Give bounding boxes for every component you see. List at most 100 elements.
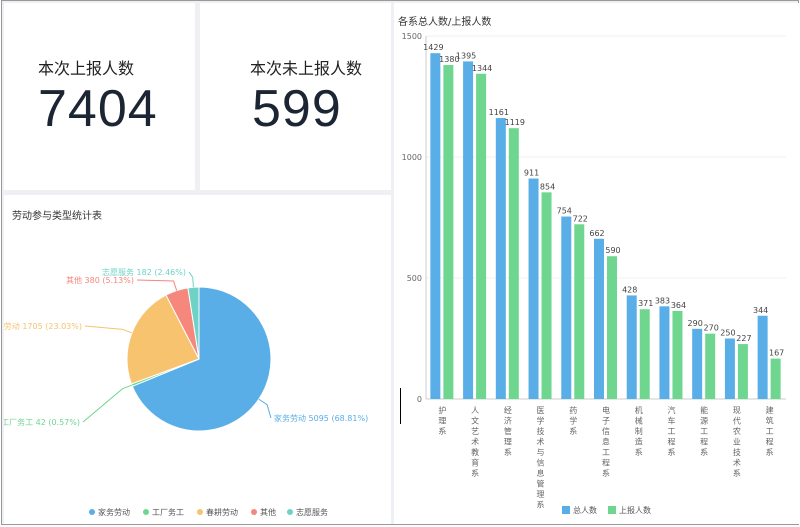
x-tick-label-char: 信 bbox=[537, 458, 545, 468]
x-tick-label-char: 管 bbox=[504, 426, 512, 436]
bar-reported[interactable] bbox=[574, 224, 585, 399]
bar-chart: 05001000150014291380护理系13951344人文艺术教育系11… bbox=[402, 32, 786, 515]
x-tick-label-char: 教 bbox=[471, 447, 479, 457]
bar-total[interactable] bbox=[757, 315, 768, 399]
x-tick-label-char: 系 bbox=[438, 426, 446, 436]
x-tick-label-char: 现 bbox=[733, 406, 741, 415]
unreported-count-value: 599 bbox=[252, 80, 342, 138]
bar-value-label: 428 bbox=[622, 285, 637, 294]
bar-reported[interactable] bbox=[737, 344, 748, 399]
pie-slice-4[interactable] bbox=[187, 286, 200, 360]
legend-item-0[interactable]: 家务劳动 bbox=[98, 507, 130, 517]
x-tick-label-char: 系 bbox=[569, 426, 577, 436]
x-tick-label-char: 程 bbox=[602, 459, 610, 468]
bar-total[interactable] bbox=[528, 178, 539, 399]
pie-label-line bbox=[258, 398, 272, 419]
bar-reported[interactable] bbox=[607, 256, 617, 399]
x-tick-label-char: 术 bbox=[733, 458, 741, 468]
legend-item-1[interactable]: 上报人数 bbox=[619, 505, 651, 515]
bar-total[interactable] bbox=[495, 118, 506, 400]
unreported-count-card: 本次未上报人数 599 bbox=[200, 3, 391, 190]
text-cursor bbox=[400, 388, 401, 424]
bar-value-label: 250 bbox=[720, 329, 735, 338]
legend-item-4[interactable]: 志愿服务 bbox=[296, 507, 328, 517]
reported-count-card: 本次上报人数 7404 bbox=[4, 3, 195, 190]
bar-reported[interactable] bbox=[770, 358, 781, 399]
legend-item-3[interactable]: 其他 bbox=[260, 507, 276, 517]
pie-label: 春耕劳动 1705 (23.03%) bbox=[4, 321, 82, 331]
bar-reported[interactable] bbox=[443, 65, 454, 399]
x-tick-label-char: 学 bbox=[537, 416, 545, 426]
bar-reported[interactable] bbox=[705, 333, 716, 399]
x-tick-label-char: 护 bbox=[438, 405, 446, 415]
bar-reported[interactable] bbox=[476, 73, 487, 399]
x-tick-label-char: 系 bbox=[733, 468, 741, 478]
bar-value-label: 1395 bbox=[456, 51, 476, 60]
x-tick-label-char: 济 bbox=[504, 416, 512, 426]
pie-chart-title: 劳动参与类型统计表 bbox=[12, 211, 102, 222]
x-tick-label-char: 文 bbox=[471, 416, 479, 426]
legend-item-1[interactable]: 工厂务工 bbox=[152, 507, 184, 517]
x-tick-label-char: 筑 bbox=[766, 416, 774, 426]
bar-reported[interactable] bbox=[541, 192, 552, 399]
legend-item-0[interactable]: 总人数 bbox=[573, 505, 597, 515]
bar-value-label: 290 bbox=[688, 319, 703, 328]
x-tick-label-char: 经 bbox=[504, 405, 512, 415]
bar-total[interactable] bbox=[594, 238, 604, 399]
x-tick-label-char: 与 bbox=[537, 448, 545, 457]
bar-value-label: 854 bbox=[540, 182, 555, 191]
pie-slice-2[interactable] bbox=[126, 294, 200, 385]
x-tick-label-char: 工 bbox=[667, 427, 675, 436]
x-tick-label-char: 工 bbox=[602, 448, 610, 457]
bar-value-label: 371 bbox=[638, 299, 653, 308]
bar-total[interactable] bbox=[626, 295, 637, 399]
x-tick-label-char: 机 bbox=[635, 405, 643, 415]
legend-item-2[interactable]: 春耕劳动 bbox=[206, 507, 238, 517]
y-tick-label: 1000 bbox=[402, 153, 422, 162]
x-tick-label-char: 子 bbox=[602, 417, 610, 426]
x-tick-label-char: 代 bbox=[733, 416, 741, 426]
bar-total[interactable] bbox=[463, 61, 474, 399]
y-tick-label: 1500 bbox=[402, 32, 422, 41]
x-tick-label-char: 制 bbox=[635, 426, 643, 436]
bar-value-label: 722 bbox=[573, 214, 588, 223]
x-tick-label-char: 息 bbox=[602, 437, 610, 447]
bar-value-label: 1380 bbox=[439, 55, 459, 64]
bar-value-label: 227 bbox=[736, 334, 751, 343]
x-tick-label-char: 业 bbox=[733, 437, 741, 447]
x-tick-label-char: 理 bbox=[438, 417, 446, 426]
bar-total[interactable] bbox=[659, 306, 670, 399]
bar-total[interactable] bbox=[724, 338, 735, 400]
legend-marker bbox=[608, 506, 616, 514]
pie-label-line bbox=[136, 279, 178, 291]
bar-reported[interactable] bbox=[508, 128, 519, 399]
bar-value-label: 1119 bbox=[505, 118, 525, 127]
bar-value-label: 270 bbox=[704, 324, 719, 333]
x-tick-label-char: 程 bbox=[766, 438, 774, 447]
bar-total[interactable] bbox=[692, 328, 703, 399]
bar-total[interactable] bbox=[430, 53, 441, 399]
bar-reported[interactable] bbox=[672, 310, 683, 399]
bar-chart-title: 各系总人数/上报人数 bbox=[398, 17, 492, 28]
x-tick-label-char: 建 bbox=[766, 405, 774, 415]
pie-label-line bbox=[82, 384, 133, 423]
reported-count-value: 7404 bbox=[38, 80, 158, 138]
x-tick-label-char: 造 bbox=[635, 437, 643, 447]
legend-marker bbox=[251, 509, 257, 515]
y-tick-label: 0 bbox=[417, 395, 422, 404]
x-tick-label-char: 系 bbox=[602, 468, 610, 478]
x-tick-label-char: 系 bbox=[667, 447, 675, 457]
bar-value-label: 754 bbox=[557, 207, 572, 216]
x-tick-label-char: 车 bbox=[667, 416, 675, 426]
bar-value-label: 1161 bbox=[489, 108, 509, 117]
x-tick-label-char: 系 bbox=[700, 447, 708, 457]
pie-slice-0[interactable] bbox=[131, 286, 272, 432]
x-tick-label-char: 理 bbox=[504, 438, 512, 447]
legend-marker bbox=[562, 506, 570, 514]
pie-label: 其他 380 (5.13%) bbox=[66, 275, 134, 285]
bar-total[interactable] bbox=[561, 216, 572, 399]
x-tick-label-char: 艺 bbox=[471, 427, 479, 436]
bar-reported[interactable] bbox=[639, 309, 650, 399]
x-tick-label-char: 理 bbox=[537, 490, 545, 499]
